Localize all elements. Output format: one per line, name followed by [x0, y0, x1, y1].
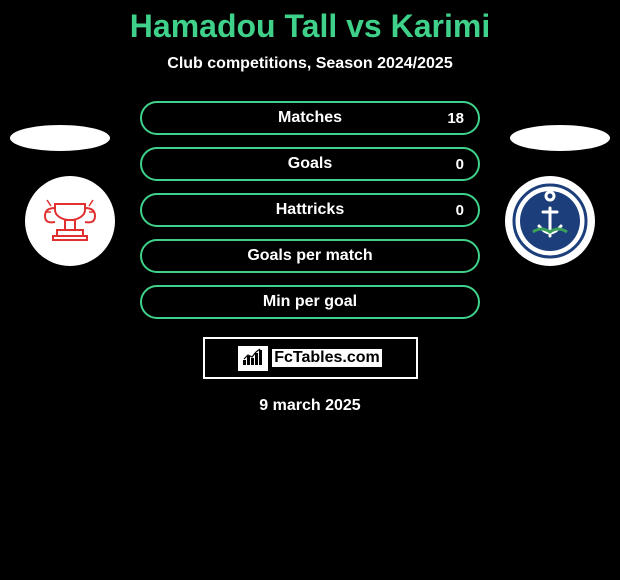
right-club-logo	[505, 176, 595, 266]
brand-text: FcTables.com	[272, 349, 382, 367]
date-text: 9 march 2025	[0, 397, 620, 415]
bars-icon	[238, 346, 268, 371]
page-title: Hamadou Tall vs Karimi	[0, 8, 620, 45]
stat-value: 0	[456, 202, 464, 219]
subtitle: Club competitions, Season 2024/2025	[0, 55, 620, 73]
brand-badge: FcTables.com	[203, 337, 418, 379]
trophy-crest-icon	[35, 186, 105, 256]
stat-row-min-per-goal: Min per goal	[140, 285, 480, 319]
left-club-logo	[25, 176, 115, 266]
anchor-crest-icon	[511, 182, 589, 260]
stat-label: Min per goal	[263, 293, 357, 311]
stat-value: 18	[447, 110, 464, 127]
comparison-card: Hamadou Tall vs Karimi Club competitions…	[0, 0, 620, 580]
left-player-silhouette	[10, 125, 110, 151]
stat-label: Hattricks	[276, 201, 344, 219]
stat-label: Goals	[288, 155, 332, 173]
stat-label: Goals per match	[247, 247, 372, 265]
stat-row-goals: Goals 0	[140, 147, 480, 181]
stat-row-matches: Matches 18	[140, 101, 480, 135]
stat-row-hattricks: Hattricks 0	[140, 193, 480, 227]
stat-label: Matches	[278, 109, 342, 127]
stat-value: 0	[456, 156, 464, 173]
right-player-silhouette	[510, 125, 610, 151]
stat-row-goals-per-match: Goals per match	[140, 239, 480, 273]
stats-list: Matches 18 Goals 0 Hattricks 0 Goals per…	[140, 101, 480, 319]
